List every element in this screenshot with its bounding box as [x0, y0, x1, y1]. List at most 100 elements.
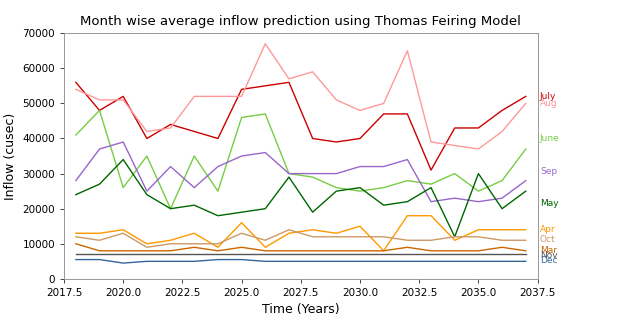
Nov: [380, 252, 388, 256]
June: [214, 189, 222, 193]
Apr: [238, 221, 246, 225]
Sep: [285, 172, 293, 176]
Oct: [499, 238, 506, 242]
Sep: [404, 158, 412, 162]
Aug: [285, 77, 293, 81]
Mar: [191, 245, 198, 249]
Oct: [191, 242, 198, 246]
May: [309, 210, 317, 214]
July: [309, 136, 317, 140]
Dec: [309, 259, 317, 263]
July: [333, 140, 340, 144]
Apr: [191, 231, 198, 235]
Line: Dec: Dec: [76, 260, 526, 263]
Sep: [475, 200, 483, 204]
Mar: [309, 249, 317, 253]
Nov: [499, 252, 506, 256]
Dec: [499, 259, 506, 263]
Apr: [214, 245, 222, 249]
Line: July: July: [76, 82, 526, 170]
Oct: [380, 235, 388, 239]
Text: Dec: Dec: [540, 256, 557, 265]
Apr: [499, 228, 506, 232]
Aug: [191, 94, 198, 98]
Dec: [96, 258, 104, 262]
Nov: [522, 252, 530, 256]
July: [285, 80, 293, 84]
Aug: [451, 143, 459, 147]
May: [72, 193, 80, 197]
June: [356, 189, 364, 193]
Nov: [262, 252, 269, 256]
Nov: [428, 252, 435, 256]
Dec: [428, 259, 435, 263]
Nov: [238, 252, 246, 256]
May: [499, 207, 506, 211]
Line: Apr: Apr: [76, 216, 526, 251]
July: [214, 136, 222, 140]
Apr: [262, 245, 269, 249]
Nov: [333, 252, 340, 256]
Apr: [475, 228, 483, 232]
Aug: [143, 129, 151, 133]
Sep: [522, 179, 530, 183]
July: [191, 129, 198, 133]
Apr: [285, 231, 293, 235]
Nov: [285, 252, 293, 256]
June: [499, 179, 506, 183]
Oct: [309, 235, 317, 239]
Apr: [404, 214, 412, 218]
Nov: [96, 252, 104, 256]
Aug: [309, 70, 317, 74]
May: [404, 200, 412, 204]
Apr: [356, 224, 364, 228]
Mar: [380, 249, 388, 253]
Aug: [356, 109, 364, 113]
Aug: [522, 101, 530, 105]
Text: Mar: Mar: [540, 246, 557, 255]
May: [333, 189, 340, 193]
Sep: [143, 189, 151, 193]
Oct: [167, 242, 175, 246]
Apr: [120, 228, 127, 232]
Dec: [72, 258, 80, 262]
Mar: [262, 249, 269, 253]
Oct: [143, 245, 151, 249]
June: [380, 186, 388, 190]
Mar: [285, 249, 293, 253]
Sep: [120, 140, 127, 144]
Oct: [451, 235, 459, 239]
X-axis label: Time (Years): Time (Years): [262, 303, 340, 316]
Nov: [214, 252, 222, 256]
Mar: [333, 249, 340, 253]
June: [167, 207, 175, 211]
June: [238, 116, 246, 120]
Sep: [309, 172, 317, 176]
Dec: [214, 258, 222, 262]
Y-axis label: Inflow (cusec): Inflow (cusec): [4, 113, 17, 200]
Dec: [262, 259, 269, 263]
May: [167, 207, 175, 211]
May: [356, 186, 364, 190]
Nov: [475, 252, 483, 256]
July: [356, 136, 364, 140]
Dec: [333, 259, 340, 263]
Oct: [404, 238, 412, 242]
Text: July: July: [540, 92, 556, 101]
Mar: [475, 249, 483, 253]
Line: May: May: [76, 160, 526, 237]
Dec: [143, 259, 151, 263]
June: [72, 133, 80, 137]
Oct: [522, 238, 530, 242]
Line: Aug: Aug: [76, 44, 526, 149]
Oct: [262, 238, 269, 242]
Sep: [380, 165, 388, 169]
Mar: [238, 245, 246, 249]
Aug: [404, 49, 412, 53]
Mar: [499, 245, 506, 249]
June: [404, 179, 412, 183]
July: [499, 109, 506, 113]
Sep: [191, 186, 198, 190]
May: [380, 203, 388, 207]
Sep: [356, 165, 364, 169]
